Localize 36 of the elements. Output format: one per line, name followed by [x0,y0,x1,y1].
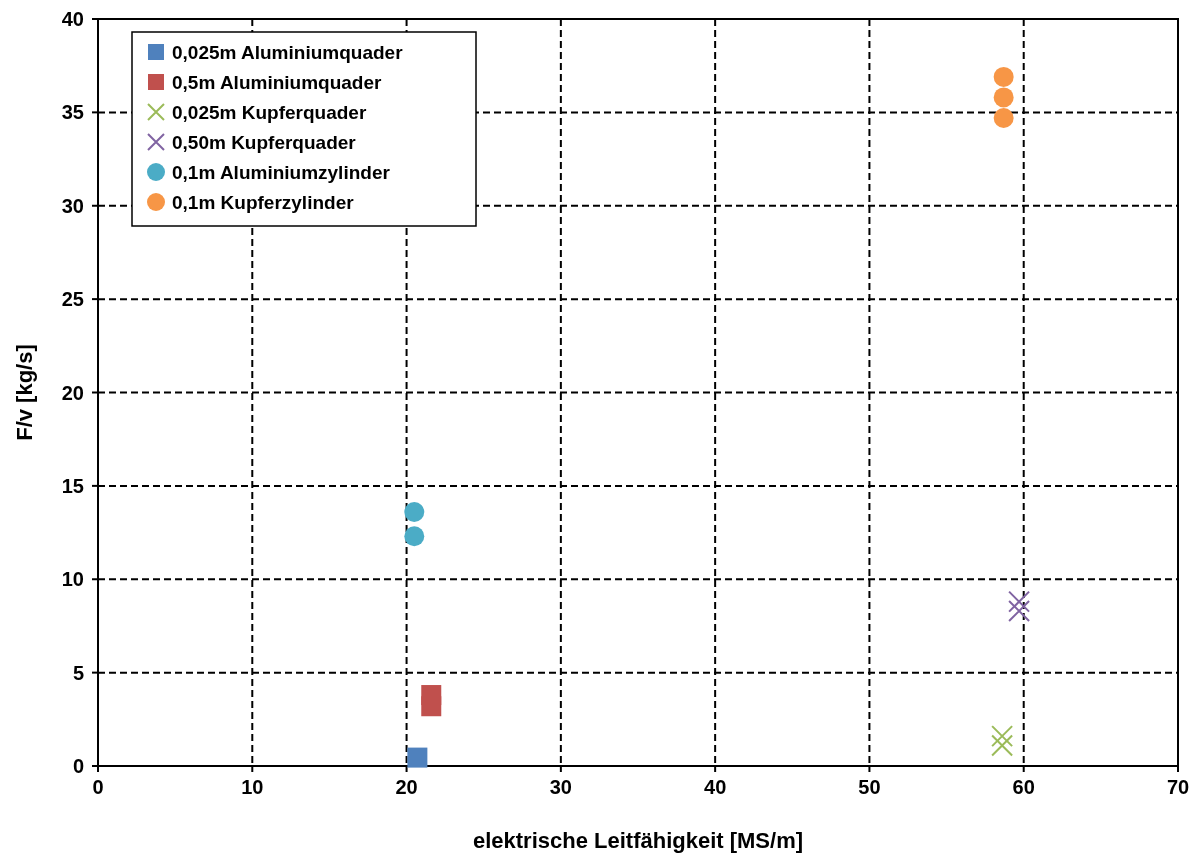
y-tick-label: 0 [72,755,84,777]
point [991,734,1014,757]
x-axis-title: elektrische Leitfähigkeit [MS/m] [472,828,804,853]
x-tick-label: 60 [1012,776,1035,798]
legend-label: 0,50m Kupferquader [172,132,357,153]
point [993,107,1014,128]
x-tick-label: 40 [704,776,727,798]
legend-label: 0,5m Aluminiumquader [172,72,382,93]
point [991,725,1014,748]
y-tick-label: 20 [61,381,84,404]
x-tick-label: 10 [241,776,264,798]
legend-label: 0,025m Aluminiumquader [172,42,404,63]
x-tick-label: 0 [92,776,104,798]
y-tick-label: 30 [61,194,84,217]
x-tick-label: 50 [858,776,881,798]
y-tick-label: 15 [61,474,84,497]
y-tick-label: 40 [61,8,84,30]
legend-label: 0,1m Kupferzylinder [172,192,355,213]
legend-label: 0,025m Kupferquader [172,102,367,123]
point [1008,590,1031,613]
point [993,66,1014,87]
point [1008,600,1031,622]
point [993,87,1014,108]
point [421,685,442,706]
y-tick-label: 35 [61,101,84,124]
legend-label: 0,1m Aluminiumzylinder [172,162,391,183]
y-axis-title: F/v [kg/s] [12,344,37,441]
point [404,526,425,547]
y-tick-label: 10 [61,568,84,591]
x-tick-label: 70 [1166,776,1190,798]
point [404,502,425,523]
y-tick-label: 25 [61,288,84,311]
x-tick-label: 20 [395,776,418,798]
x-tick-label: 30 [549,776,572,798]
point [407,747,428,768]
y-tick-label: 5 [72,661,84,684]
